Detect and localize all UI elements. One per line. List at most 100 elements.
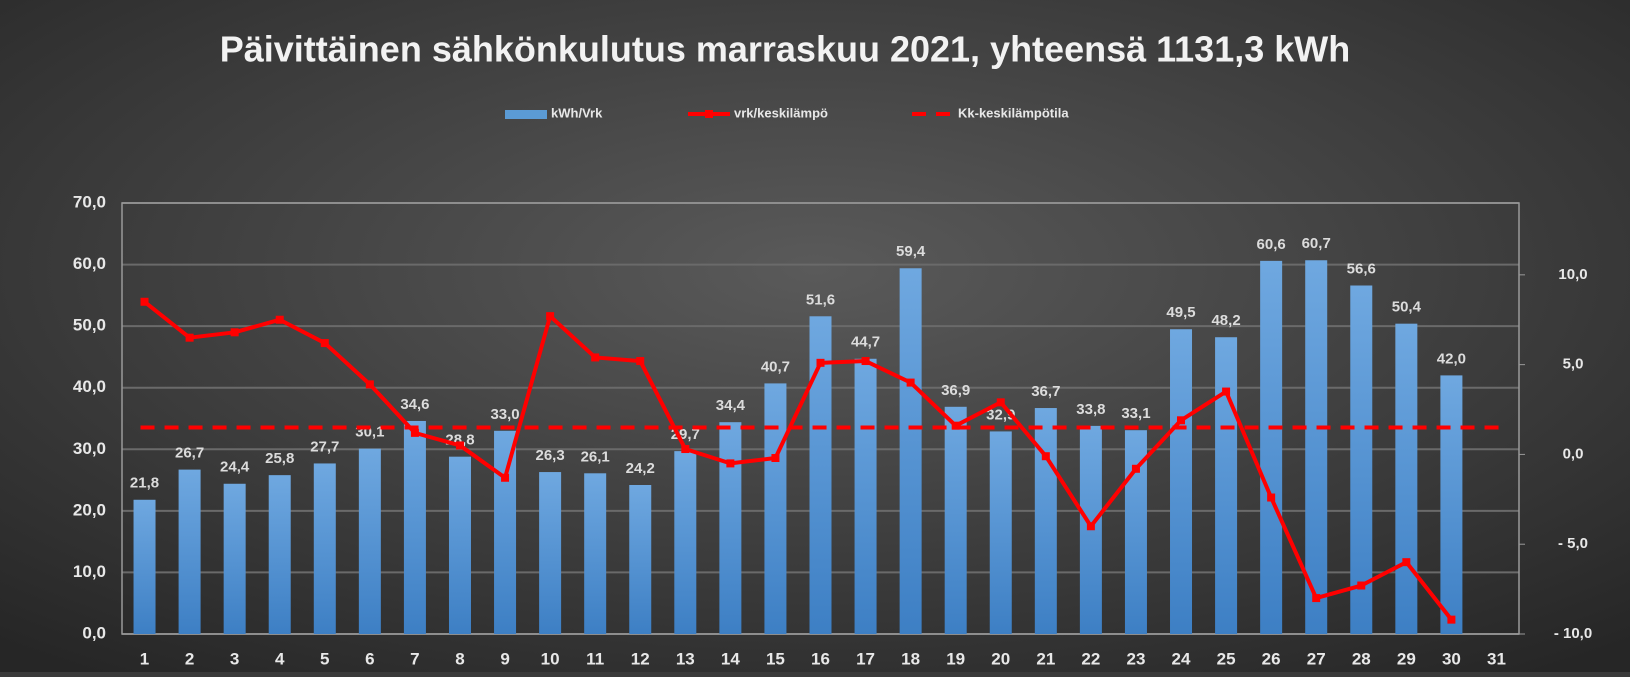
bar [1215, 337, 1238, 634]
line-marker [816, 358, 825, 367]
bar [719, 422, 742, 634]
bar [944, 406, 967, 634]
line-marker [1177, 416, 1186, 425]
y-tick-label: 40,0 [73, 377, 106, 396]
bar [133, 499, 156, 634]
bar [1395, 323, 1418, 634]
line-marker [906, 378, 915, 387]
x-tick-label: 23 [1126, 649, 1145, 668]
data-label: 33,8 [1076, 401, 1105, 418]
data-label: 50,4 [1392, 299, 1422, 316]
line-marker [1402, 558, 1411, 567]
bar [268, 475, 291, 634]
line-marker [501, 473, 510, 482]
y2-tick-label: 0,0 [1563, 445, 1584, 462]
bar [1170, 329, 1193, 634]
x-tick-label: 28 [1352, 649, 1371, 668]
line-marker [1131, 464, 1140, 473]
x-tick-label: 17 [856, 649, 875, 668]
data-label: 26,3 [536, 447, 565, 464]
x-tick-label: 24 [1172, 649, 1191, 668]
bar [809, 316, 832, 634]
line-marker [591, 353, 600, 362]
x-tick-label: 10 [541, 649, 560, 668]
line-marker [320, 339, 329, 348]
data-label: 26,1 [581, 448, 610, 465]
data-label: 36,9 [941, 382, 970, 399]
data-label: 59,4 [896, 243, 926, 260]
y2-tick-label: 5,0 [1563, 356, 1584, 373]
x-tick-label: 13 [676, 649, 695, 668]
data-label: 48,2 [1211, 312, 1240, 329]
bar [854, 358, 877, 634]
line-marker [365, 380, 374, 389]
y-tick-label: 10,0 [73, 562, 106, 581]
y2-tick-label: - 5,0 [1558, 535, 1588, 552]
legend-swatch [705, 110, 713, 118]
line-marker [1357, 581, 1366, 590]
line-marker [546, 312, 555, 321]
legend-label: vrk/keskilämpö [734, 105, 828, 120]
data-label: 33,1 [1121, 405, 1150, 422]
bar [358, 448, 381, 634]
x-tick-label: 6 [365, 649, 374, 668]
x-tick-label: 29 [1397, 649, 1416, 668]
bar [629, 484, 652, 634]
bar [584, 473, 607, 634]
x-tick-label: 5 [320, 649, 329, 668]
y-tick-label: 30,0 [73, 439, 106, 458]
line-marker [726, 459, 735, 468]
legend-label: Kk-keskilämpötila [958, 105, 1069, 120]
x-tick-label: 4 [275, 649, 285, 668]
bar [764, 383, 787, 634]
line-marker [1086, 522, 1095, 531]
bar [448, 456, 471, 634]
x-tick-label: 26 [1262, 649, 1281, 668]
data-label: 60,6 [1257, 236, 1286, 253]
bar [989, 431, 1012, 634]
temperature-line [143, 300, 1453, 621]
x-tick-label: 27 [1307, 649, 1326, 668]
data-label: 25,8 [265, 450, 294, 467]
line-marker [1041, 452, 1050, 461]
line-marker [771, 454, 780, 463]
line-marker [140, 297, 149, 306]
line-marker [636, 357, 645, 366]
line-marker [1447, 615, 1456, 624]
x-tick-label: 30 [1442, 649, 1461, 668]
bar [1440, 375, 1463, 634]
bar [539, 472, 562, 634]
x-tick-label: 7 [410, 649, 419, 668]
line-marker [230, 328, 239, 337]
x-tick-label: 15 [766, 649, 785, 668]
bar [1124, 430, 1147, 634]
line-marker [951, 421, 960, 430]
bar [313, 463, 336, 634]
line-marker [410, 428, 419, 437]
bar [1305, 260, 1328, 634]
data-label: 34,4 [716, 397, 746, 414]
y-tick-label: 60,0 [73, 254, 106, 273]
legend-swatch [505, 110, 547, 119]
data-label: 44,7 [851, 334, 880, 351]
data-label: 56,6 [1347, 260, 1376, 277]
line-marker [1222, 387, 1231, 396]
bar [178, 469, 201, 634]
data-label: 49,5 [1166, 304, 1195, 321]
data-label: 34,6 [400, 396, 429, 413]
line-marker [275, 315, 284, 324]
data-label: 60,7 [1302, 235, 1331, 252]
x-tick-label: 22 [1081, 649, 1100, 668]
data-label: 33,0 [490, 406, 519, 423]
legend-label: kWh/Vrk [551, 105, 603, 120]
bar [223, 483, 246, 634]
bar [1260, 260, 1283, 634]
x-tick-label: 21 [1036, 649, 1055, 668]
x-tick-label: 14 [721, 649, 740, 668]
x-tick-label: 19 [946, 649, 965, 668]
y2-tick-label: 10,0 [1558, 266, 1587, 283]
line-marker [1312, 594, 1321, 603]
bar [403, 420, 426, 634]
